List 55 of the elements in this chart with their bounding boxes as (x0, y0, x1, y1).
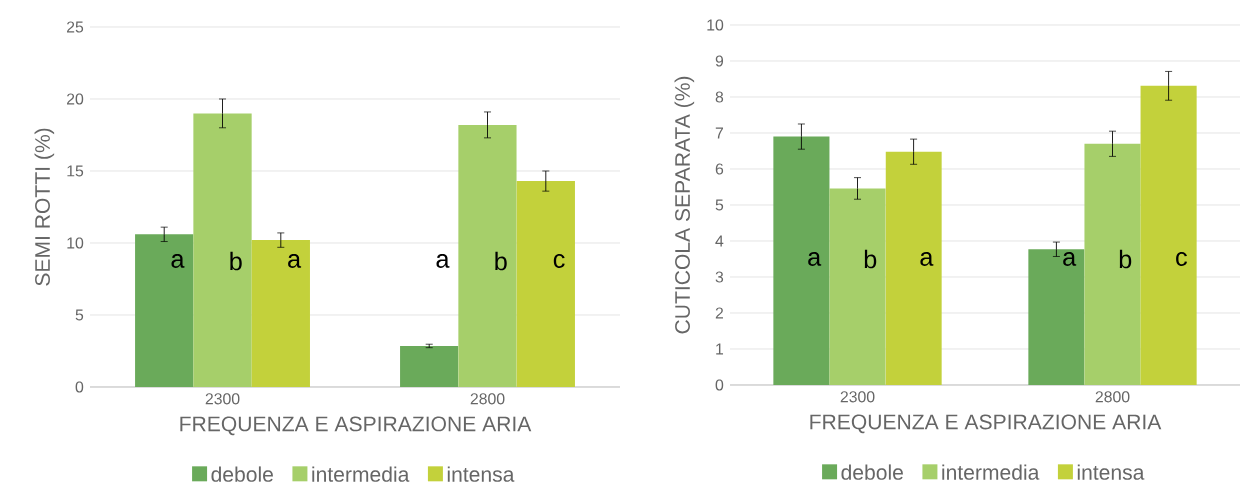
annotation: b (495, 251, 507, 271)
bar (516, 181, 575, 387)
y-tick-label: 6 (715, 163, 724, 175)
bar (1028, 249, 1085, 385)
y-tick-label: 2 (715, 307, 723, 319)
annotation: a (920, 252, 934, 266)
annotation: a (436, 254, 450, 268)
annotation: c (553, 254, 565, 268)
bar (885, 151, 942, 385)
bar (773, 136, 830, 385)
annotation: a (171, 254, 185, 268)
y-tick-label: 5 (75, 309, 84, 321)
annotation: b (230, 251, 242, 271)
bar (193, 113, 252, 387)
legend-label: intermedia (312, 466, 410, 482)
y-tick-label: 15 (67, 165, 84, 177)
y-tick-label: 4 (715, 235, 724, 247)
x-tick-label: 2800 (1095, 391, 1130, 403)
bar (829, 188, 886, 385)
legend-label: intensa (1077, 464, 1145, 480)
y-tick-label: 0 (715, 379, 724, 391)
legend-label: intermedia (942, 464, 1040, 480)
annotation: a (808, 252, 822, 266)
x-tick-label: 2300 (205, 393, 240, 405)
x-axis-title: FREQUENZA E ASPIRAZIONE ARIA (180, 416, 532, 436)
y-tick-label: 1 (716, 343, 724, 355)
bar (1140, 85, 1197, 385)
y-tick-label: 5 (715, 199, 724, 211)
y-tick-label: 8 (715, 91, 724, 103)
bar (251, 240, 310, 387)
y-tick-label: 25 (67, 21, 84, 33)
bar (135, 234, 194, 387)
bar (458, 124, 517, 387)
y-tick-label: 10 (67, 237, 84, 249)
x-tick-label: 2300 (840, 391, 875, 403)
annotation: c (1176, 252, 1188, 266)
y-tick-label: 3 (715, 271, 724, 283)
annotation: b (1119, 249, 1132, 269)
bar (400, 345, 459, 387)
y-tick-label: 0 (75, 381, 84, 393)
annotation: a (288, 254, 302, 268)
bar (1084, 143, 1141, 385)
annotation: a (1063, 252, 1077, 266)
legend-label: debole (211, 466, 273, 482)
legend-label: debole (841, 464, 903, 480)
y-axis-title: SEMI ROTTI (%) (34, 128, 55, 286)
y-axis-title: CUTICOLA SEPARATA (%) (674, 76, 695, 334)
x-tick-label: 2800 (470, 393, 505, 405)
y-tick-label: 20 (67, 93, 84, 105)
legend-label: intensa (447, 466, 515, 482)
y-tick-label: 9 (715, 55, 724, 67)
y-tick-label: 10 (707, 19, 724, 31)
annotation: b (864, 249, 877, 269)
x-axis-title: FREQUENZA E ASPIRAZIONE ARIA (810, 414, 1162, 434)
y-tick-label: 7 (715, 127, 723, 139)
